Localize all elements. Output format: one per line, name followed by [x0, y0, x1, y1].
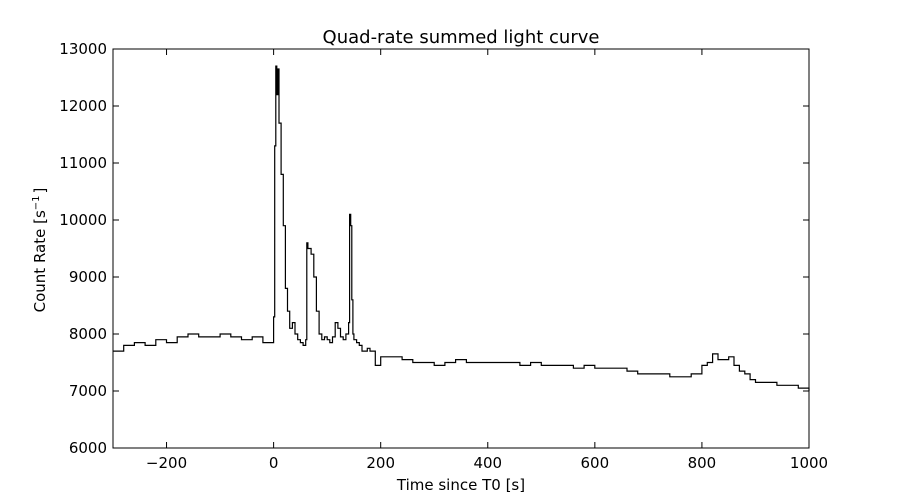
x-tick-label: −200: [146, 454, 187, 472]
y-tick-label: 6000: [69, 439, 107, 457]
x-tick-label: 200: [366, 454, 395, 472]
x-tick-label: 400: [473, 454, 502, 472]
plot-frame: [112, 48, 810, 449]
y-axis-label-sup: −1: [31, 195, 42, 210]
y-tick-label: 8000: [69, 325, 107, 343]
x-tick-label: 600: [581, 454, 610, 472]
y-axis-label: Count Rate [s−1]: [31, 188, 49, 313]
y-tick-label: 13000: [59, 40, 107, 58]
ticks-layer: −200 0 200 400 600 800 1000 6000 7000 8000 9000 100…: [59, 40, 828, 472]
light-curve-line: [113, 65, 810, 391]
y-tick-label: 12000: [59, 97, 107, 115]
x-tick-label: 1000: [790, 454, 828, 472]
x-tick-label: 0: [269, 454, 279, 472]
y-tick-label: 10000: [59, 211, 107, 229]
chart-title: Quad-rate summed light curve: [323, 27, 600, 48]
x-axis-label: Time since T0 [s]: [396, 476, 525, 494]
y-tick-label: 11000: [59, 154, 107, 172]
y-tick-label: 9000: [69, 268, 107, 286]
y-axis-label-main: Count Rate [s: [31, 210, 49, 312]
y-tick-label: 7000: [69, 382, 107, 400]
y-axis-label-end: ]: [31, 188, 49, 194]
x-tick-label: 800: [688, 454, 717, 472]
